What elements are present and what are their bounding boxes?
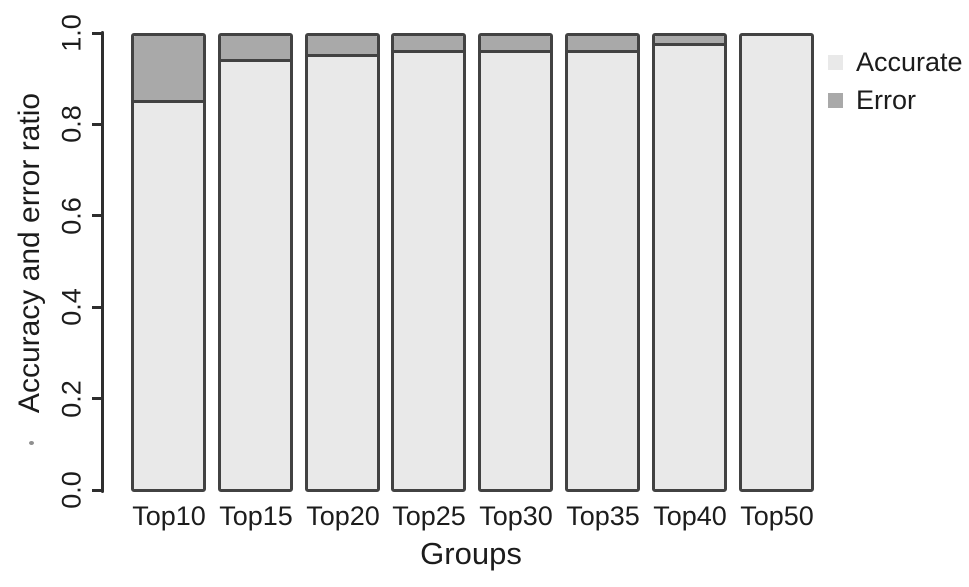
bar-top20 [305, 33, 380, 492]
legend: Accurate Error [828, 43, 963, 119]
y-tick-label: 0.2 [56, 379, 87, 418]
y-tick-mark [92, 214, 102, 218]
x-tick-label: Top10 [132, 501, 206, 531]
y-tick-label: 0.6 [56, 197, 87, 235]
legend-swatch-error [828, 92, 843, 108]
y-tick-label: 0.4 [56, 288, 87, 326]
bar-top30 [478, 33, 553, 492]
bar-top40 [652, 33, 727, 492]
x-tick-label: Top40 [653, 501, 727, 531]
y-tick-label: 0.0 [56, 471, 87, 509]
bar-error-segment [308, 36, 377, 57]
y-tick-mark [92, 31, 102, 35]
bar-error-segment [221, 36, 290, 62]
bar-top50 [739, 33, 814, 492]
legend-entry-accurate: Accurate [828, 43, 963, 81]
bar-top15 [218, 33, 293, 492]
y-tick-label: 0.8 [56, 105, 87, 144]
bar-error-segment [568, 36, 637, 53]
stray-mark-dot [29, 441, 34, 445]
y-axis-line [101, 31, 104, 493]
x-tick-label: Top15 [219, 501, 293, 531]
bar-top35 [565, 33, 640, 492]
y-tick-label: 1.0 [56, 14, 87, 52]
x-tick-label: Top35 [566, 501, 640, 531]
y-tick-mark [92, 397, 102, 401]
y-axis-title: Accuracy and error ratio [13, 92, 46, 414]
x-tick-label: Top50 [740, 501, 814, 531]
x-tick-label: Top30 [479, 501, 553, 531]
legend-label: Error [856, 84, 916, 115]
y-tick-mark [92, 305, 102, 309]
bar-top25 [391, 33, 466, 492]
x-axis-title: Groups [420, 536, 522, 571]
bar-error-segment [481, 36, 550, 53]
legend-swatch-accurate [828, 54, 843, 70]
x-tick-label: Top25 [392, 501, 466, 531]
bar-error-segment [134, 36, 203, 103]
y-tick-mark [92, 122, 102, 126]
legend-label: Accurate [856, 46, 963, 77]
bar-top10 [131, 33, 206, 492]
bar-error-segment [394, 36, 463, 53]
y-tick-mark [92, 488, 102, 492]
x-tick-label: Top20 [306, 501, 380, 531]
bar-error-segment [655, 36, 724, 46]
legend-entry-error: Error [828, 81, 963, 119]
